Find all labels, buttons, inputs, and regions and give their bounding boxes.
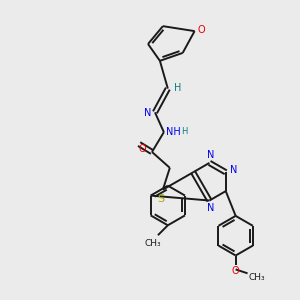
Text: O: O: [138, 144, 146, 154]
Text: H: H: [174, 82, 182, 93]
Text: N: N: [207, 203, 214, 214]
Text: H: H: [182, 127, 188, 136]
Text: CH₃: CH₃: [145, 238, 161, 247]
Text: N: N: [144, 108, 152, 118]
Text: N: N: [207, 150, 214, 160]
Text: NH: NH: [167, 127, 181, 137]
Text: N: N: [230, 165, 237, 175]
Text: O: O: [198, 25, 205, 35]
Text: O: O: [232, 266, 239, 276]
Text: CH₃: CH₃: [248, 273, 265, 282]
Text: S: S: [157, 194, 164, 203]
